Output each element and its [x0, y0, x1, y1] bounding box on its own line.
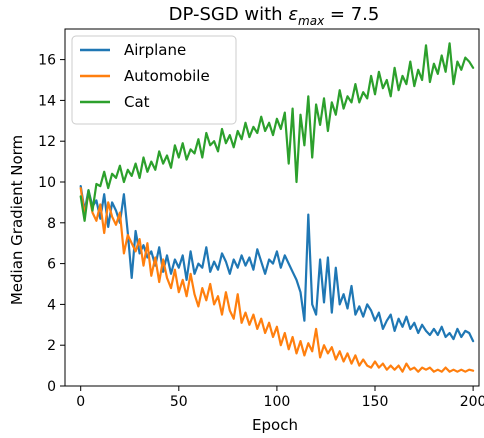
y-tick-label: 16 — [38, 53, 56, 69]
y-tick-label: 14 — [38, 93, 56, 109]
y-tick-label: 4 — [47, 297, 56, 313]
y-tick-label: 10 — [38, 175, 56, 191]
axes: 0 50 100 150 200 0 2 4 6 8 10 12 14 16 — [38, 28, 484, 410]
title-suffix: = 7.5 — [324, 4, 379, 25]
y-tick-label: 6 — [47, 257, 56, 273]
x-axis-label: Epoch — [252, 416, 298, 434]
series-line-airplane — [79, 185, 475, 343]
title-symbol: ε — [288, 4, 298, 25]
legend-label-cat: Cat — [124, 93, 150, 111]
x-tick-label: 200 — [460, 394, 484, 410]
title-subscript: max — [298, 14, 325, 28]
x-tick-label: 0 — [76, 394, 85, 410]
series-line-cat — [79, 42, 475, 222]
y-axis-label: Median Gradient Norm — [8, 135, 26, 305]
legend-box — [71, 35, 237, 125]
x-tick-label: 100 — [264, 394, 291, 410]
legend-label-automobile: Automobile — [124, 67, 210, 85]
y-tick-label: 12 — [38, 134, 56, 150]
x-tick-label: 50 — [170, 394, 188, 410]
x-tick-label: 150 — [362, 394, 389, 410]
legend: Airplane Automobile Cat — [71, 35, 237, 125]
y-tick-label: 2 — [47, 338, 56, 354]
legend-label-airplane: Airplane — [124, 41, 186, 59]
title-prefix: DP-SGD with — [169, 4, 289, 25]
plot-frame — [64, 28, 480, 387]
chart-title: DP-SGD with εmax = 7.5 — [169, 4, 380, 28]
y-tick-label: 0 — [47, 379, 56, 395]
series-line-automobile — [79, 187, 475, 373]
series-lines — [79, 42, 475, 373]
y-tick-label: 8 — [47, 216, 56, 232]
